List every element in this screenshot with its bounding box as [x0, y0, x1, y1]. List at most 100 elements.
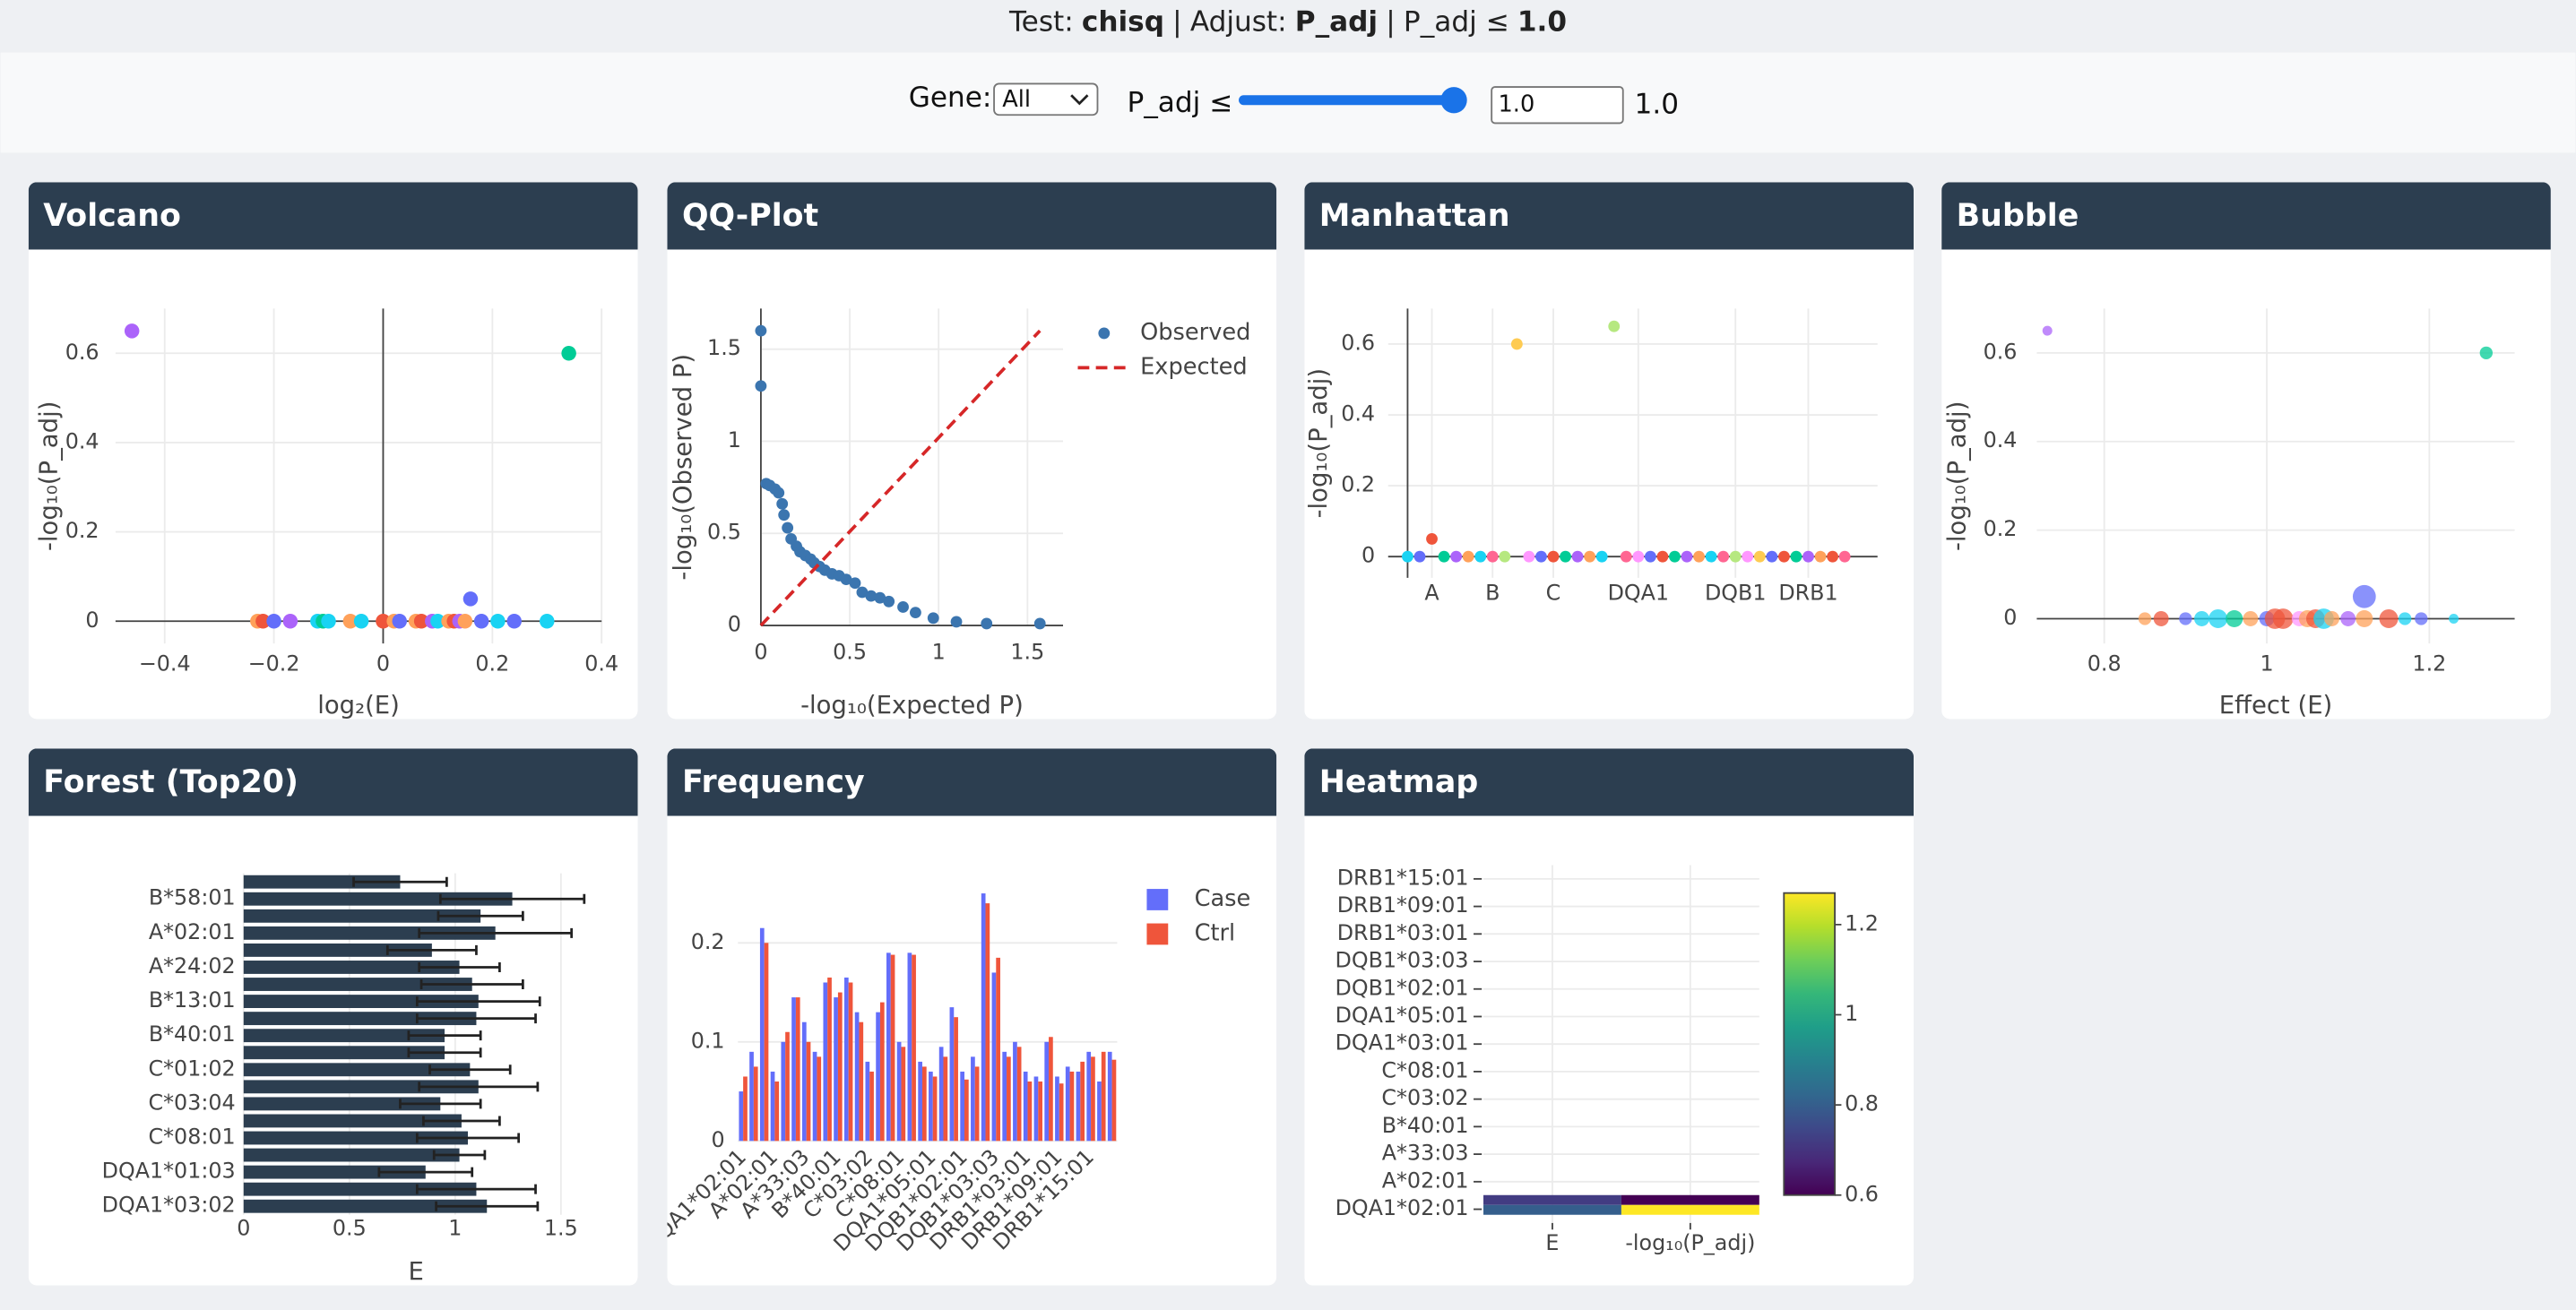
panel-header — [1941, 182, 2551, 250]
panel: Forest (Top20) 0 0.5 1 1.5 E B*58:01 A*02:01 A*2… — [28, 748, 638, 1286]
bar — [243, 943, 432, 957]
error-bar — [415, 1013, 537, 1024]
error-bar — [418, 961, 501, 972]
y-axis-title: -log₁₀(P_adj) — [1942, 401, 1971, 551]
bar — [243, 926, 496, 940]
point — [1608, 320, 1621, 332]
bar — [243, 909, 481, 923]
point — [1777, 550, 1790, 563]
x-tick-label: 1 — [448, 1216, 462, 1241]
bar — [901, 1047, 906, 1142]
colorbar-label: 0.6 — [1845, 1181, 1879, 1206]
status-text: P_adj ≤ — [1404, 6, 1509, 39]
colorbar-label: 1 — [1845, 1001, 1858, 1026]
x-tick-label: -log₁₀(P_adj) — [1625, 1230, 1755, 1255]
bar — [791, 997, 796, 1142]
bar — [827, 977, 832, 1142]
y-tick-label: A*02:01 — [149, 919, 236, 944]
x-tick-label: 1 — [932, 640, 946, 665]
x-tick-label: −0.2 — [248, 651, 300, 676]
point — [2340, 611, 2356, 626]
y-tick-label: DRB1*03:01 — [1337, 920, 1469, 945]
point — [282, 614, 298, 629]
x-tick-label: 1.5 — [1010, 640, 1044, 665]
x-tick-label: 0 — [237, 1216, 250, 1241]
point — [1462, 550, 1474, 563]
bar — [912, 954, 916, 1142]
select-value[interactable]: All — [1002, 86, 1031, 113]
legend-label: Case — [1195, 885, 1251, 912]
bar — [890, 954, 895, 1142]
bar — [243, 1046, 445, 1060]
threshold-input[interactable] — [1491, 86, 1624, 125]
y-tick-label: A*02:01 — [1382, 1168, 1469, 1193]
panel-title: Frequency — [682, 764, 865, 800]
select-box[interactable] — [993, 82, 1099, 116]
bar — [243, 1063, 471, 1077]
error-bar — [407, 1047, 482, 1058]
point — [2194, 611, 2209, 626]
status-value: chisq — [1082, 6, 1164, 39]
y-tick-label: 0 — [1361, 543, 1375, 568]
bar — [1055, 1076, 1059, 1142]
point — [1838, 550, 1851, 563]
bar — [991, 972, 997, 1142]
point — [1402, 550, 1413, 563]
point — [1438, 550, 1450, 563]
point — [927, 612, 939, 625]
point — [1571, 550, 1584, 563]
slider-thumb[interactable] — [1440, 87, 1467, 114]
point — [561, 346, 576, 361]
point — [2209, 609, 2228, 628]
y-tick-label: 0.6 — [1984, 339, 2018, 364]
point — [1450, 550, 1463, 563]
bar — [1069, 1071, 1075, 1142]
bar — [243, 995, 479, 1008]
threshold-slider[interactable] — [1239, 87, 1467, 114]
point — [1669, 550, 1681, 563]
bar — [854, 1012, 860, 1142]
bar — [896, 1041, 902, 1142]
heatmap-cell — [1621, 1194, 1759, 1205]
bar — [1107, 1051, 1112, 1142]
y-tick-label: 0.4 — [65, 428, 99, 453]
bar — [1038, 1081, 1042, 1142]
bar — [876, 1012, 880, 1142]
status-value: 1.0 — [1517, 6, 1567, 39]
error-bar — [419, 979, 524, 990]
y-tick-label: 0.2 — [1341, 472, 1375, 497]
error-bar — [422, 1116, 501, 1126]
x-tick-label: C — [1546, 581, 1561, 606]
point — [1681, 550, 1693, 563]
bar — [243, 1148, 460, 1162]
bar — [996, 957, 1000, 1142]
gene-select[interactable]: All — [993, 82, 1099, 116]
y-tick-label: DQB1*02:01 — [1336, 975, 1469, 1000]
point — [392, 614, 407, 629]
select-arrow[interactable] — [1070, 94, 1089, 106]
bar — [859, 1021, 864, 1142]
bar — [1059, 1083, 1064, 1142]
status-separator: | — [1172, 6, 1182, 39]
point — [1827, 550, 1839, 563]
point — [1766, 550, 1778, 563]
y-tick-label: C*08:01 — [149, 1124, 236, 1149]
point — [874, 591, 886, 604]
y-axis-title: -log₁₀(P_adj) — [35, 401, 64, 551]
bar — [243, 961, 460, 974]
bar — [960, 1071, 965, 1142]
x-tick-label: 0 — [754, 640, 767, 665]
point — [342, 614, 359, 629]
bar — [243, 875, 401, 889]
point — [1523, 550, 1535, 563]
point — [776, 497, 789, 510]
error-bar — [438, 893, 586, 904]
point — [1474, 550, 1487, 563]
bar — [1044, 1041, 1050, 1142]
bar — [243, 892, 513, 906]
point — [1486, 550, 1499, 563]
x-tick-label: 0.8 — [2088, 651, 2122, 676]
bar — [243, 978, 472, 991]
threshold-input-value[interactable]: 1.0 — [1499, 90, 1535, 117]
